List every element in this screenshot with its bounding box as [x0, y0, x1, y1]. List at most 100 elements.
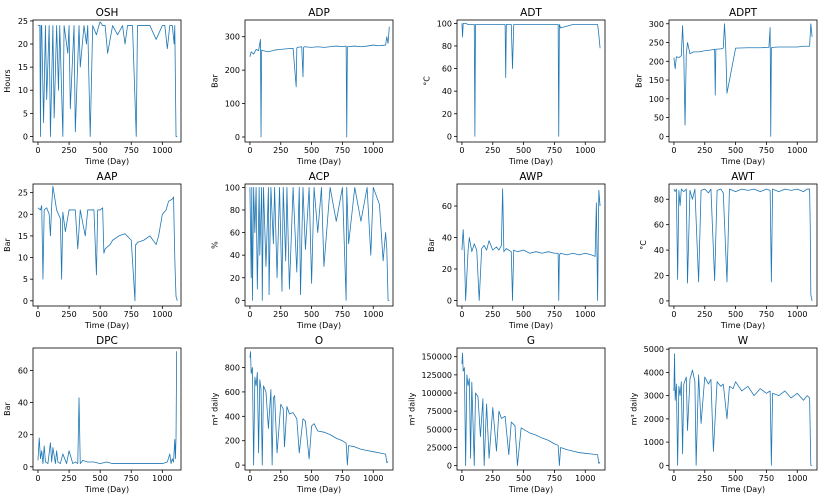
y-tick-label: 40 — [230, 251, 240, 260]
y-tick-label: 5 — [23, 109, 28, 118]
y-tick-label: 5000 — [644, 345, 664, 354]
y-tick-label: 20 — [654, 272, 664, 281]
y-tick-label: 0 — [447, 132, 452, 141]
y-tick-label: 1000 — [644, 438, 664, 447]
y-axis-label: m³ daily — [210, 392, 219, 425]
y-tick-label: 100 — [649, 95, 664, 104]
y-tick-label: 0 — [659, 297, 664, 306]
y-tick-label: 5 — [23, 275, 28, 284]
y-tick-label: 0 — [447, 462, 452, 471]
subplot-aap: AAP 0 250 500 750 1000 0 5 10 15 20 25 Time (Day) Bar — [3, 171, 182, 330]
x-tick-label: 1000 — [152, 474, 172, 483]
plot-frame — [668, 19, 818, 143]
y-tick-label: 10 — [18, 86, 28, 95]
y-tick-label: 0 — [235, 296, 240, 305]
x-tick-label: 750 — [124, 474, 139, 483]
series-line-awp — [461, 188, 601, 301]
y-tick-label: 250 — [649, 39, 664, 48]
x-tick-label: 0 — [459, 146, 464, 155]
y-tick-label: 200 — [649, 57, 664, 66]
x-tick-label: 250 — [61, 474, 76, 483]
y-tick-label: 20 — [18, 40, 28, 49]
x-tick-label: 250 — [273, 146, 288, 155]
y-tick-label: 600 — [225, 388, 240, 397]
x-tick-label: 0 — [35, 310, 40, 319]
y-tick-label: 60 — [442, 65, 452, 74]
y-tick-label: 300 — [649, 20, 664, 29]
y-axis-label: °C — [639, 240, 648, 250]
y-tick-label: 200 — [225, 437, 240, 446]
y-axis-label: Bar — [3, 237, 12, 251]
x-tick-label: 500 — [93, 310, 108, 319]
x-axis-label: Time (Day) — [84, 485, 129, 494]
subplot-title: ACP — [309, 171, 330, 183]
x-tick-label: 750 — [547, 310, 562, 319]
y-tick-label: 0 — [659, 461, 664, 470]
subplot-title: ADT — [520, 7, 542, 19]
y-tick-label: 20 — [18, 210, 28, 219]
y-tick-label: 10 — [18, 254, 28, 263]
y-tick-label: 0 — [23, 297, 28, 306]
x-tick-label: 0 — [459, 474, 464, 483]
x-tick-label: 750 — [547, 474, 562, 483]
y-tick-label: 300 — [225, 33, 240, 42]
y-tick-label: 800 — [225, 364, 240, 373]
plot-frame — [668, 183, 818, 307]
x-tick-label: 0 — [247, 474, 252, 483]
series-line-o — [249, 351, 389, 466]
y-tick-label: 100 — [225, 100, 240, 109]
y-tick-label: 0 — [235, 461, 240, 470]
x-tick-label: 250 — [485, 474, 500, 483]
plot-frame — [244, 183, 394, 307]
series-line-osh — [37, 21, 178, 137]
x-tick-label: 1000 — [363, 310, 383, 319]
y-axis-label: Bar — [3, 401, 12, 415]
y-tick-label: 400 — [225, 412, 240, 421]
x-tick-label: 500 — [728, 310, 743, 319]
subplot-title: W — [738, 335, 749, 347]
y-tick-label: 100 — [437, 19, 452, 28]
subplot-title: AAP — [97, 171, 118, 183]
x-tick-label: 500 — [304, 146, 319, 155]
x-tick-label: 750 — [547, 146, 562, 155]
subplot-w: W 0 250 500 750 1000 0 1000 2000 3000 4000 5000 Time… — [629, 335, 818, 494]
y-tick-label: 20 — [18, 431, 28, 440]
plot-frame — [32, 19, 182, 143]
y-tick-label: 60 — [442, 202, 452, 211]
y-axis-label: Bar — [210, 73, 219, 87]
y-tick-label: 75000 — [427, 407, 452, 416]
y-tick-label: 100 — [225, 183, 240, 192]
x-tick-label: 500 — [304, 474, 319, 483]
x-tick-label: 750 — [759, 474, 774, 483]
y-tick-label: 25 — [18, 189, 28, 198]
x-tick-label: 250 — [485, 310, 500, 319]
y-tick-label: 60 — [18, 366, 28, 375]
y-tick-label: 40 — [18, 399, 28, 408]
subplot-dpc: DPC 0 250 500 750 1000 0 20 40 60 Time (Day) Bar — [3, 335, 182, 494]
x-axis-label: Time (Day) — [84, 157, 129, 166]
x-tick-label: 0 — [459, 310, 464, 319]
x-axis-label: Time (Day) — [720, 485, 765, 494]
y-tick-label: 20 — [442, 110, 452, 119]
subplot-title: ADPT — [729, 7, 758, 19]
x-axis-label: Time (Day) — [84, 321, 129, 330]
x-tick-label: 750 — [335, 474, 350, 483]
y-tick-label: 150 — [649, 76, 664, 85]
plot-frame — [244, 19, 394, 143]
x-axis-label: Time (Day) — [508, 485, 553, 494]
x-tick-label: 1000 — [363, 474, 383, 483]
plot-frame — [32, 183, 182, 307]
series-line-aap — [37, 185, 178, 302]
x-tick-label: 1000 — [787, 310, 807, 319]
series-line-w — [673, 353, 813, 466]
y-tick-label: 15 — [18, 232, 28, 241]
x-tick-label: 1000 — [787, 146, 807, 155]
subplot-title: O — [315, 335, 323, 347]
y-axis-label: °C — [422, 76, 431, 86]
series-line-g — [461, 352, 601, 467]
x-axis-label: Time (Day) — [296, 157, 341, 166]
subplot-osh: OSH 0 250 500 750 1000 0 5 10 15 20 25 Time (Day) Hou… — [3, 7, 182, 166]
x-tick-label: 1000 — [363, 146, 383, 155]
x-tick-label: 500 — [304, 310, 319, 319]
